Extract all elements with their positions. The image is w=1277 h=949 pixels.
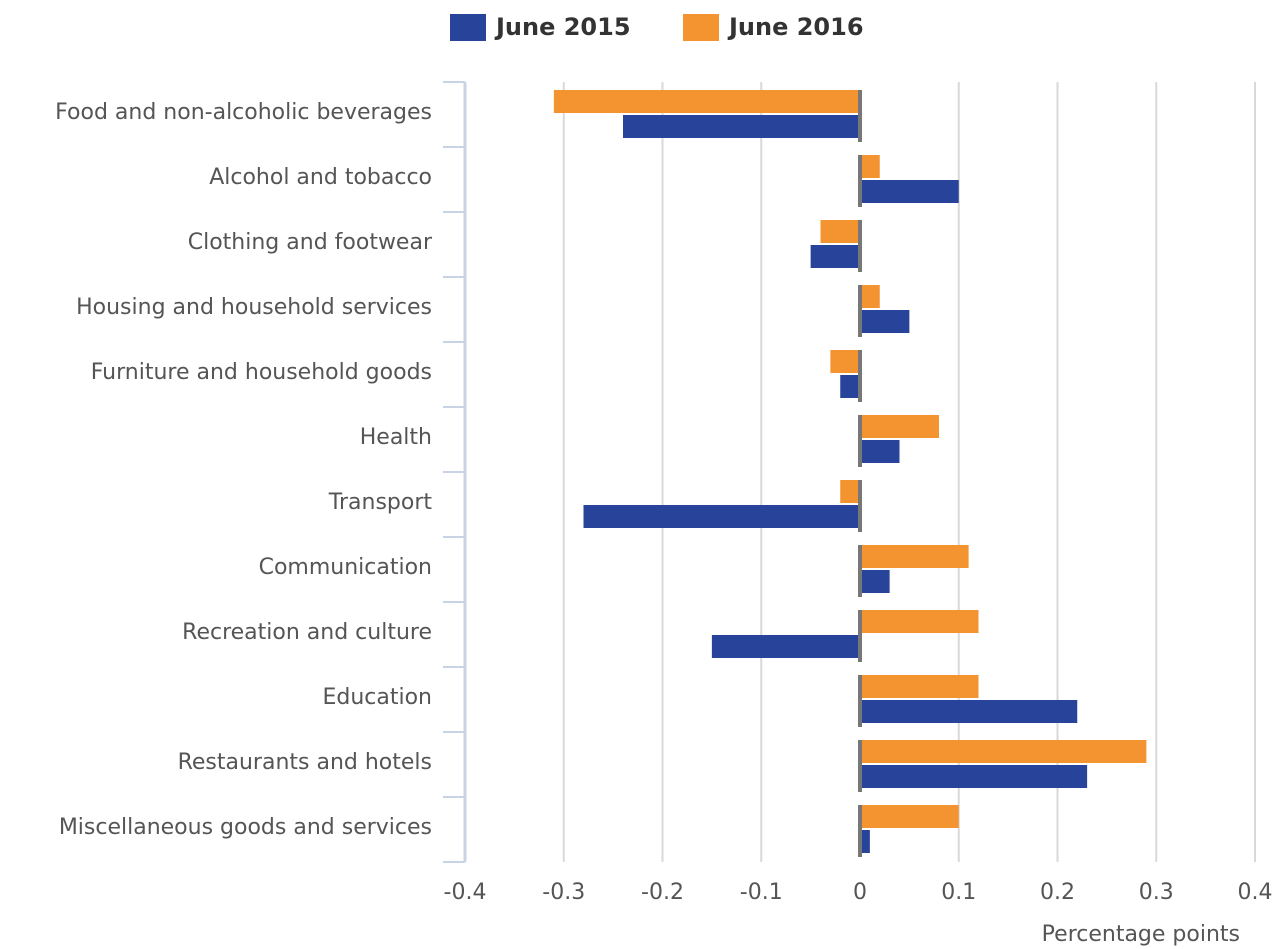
bar	[830, 350, 860, 373]
bar	[860, 440, 900, 463]
x-tick-label: 0	[853, 880, 867, 905]
bar	[860, 155, 880, 178]
legend-swatch	[450, 14, 486, 41]
category-label: Communication	[258, 555, 432, 580]
bar	[860, 610, 979, 633]
category-label: Education	[322, 685, 432, 710]
category-label: Alcohol and tobacco	[209, 165, 432, 190]
category-label: Furniture and household goods	[90, 360, 432, 385]
bar	[860, 545, 969, 568]
bar	[840, 375, 860, 398]
category-label: Housing and household services	[76, 295, 432, 320]
x-axis-title: Percentage points	[1042, 922, 1240, 947]
legend-label: June 2015	[494, 13, 631, 41]
bar	[711, 635, 860, 658]
bar	[860, 310, 910, 333]
x-tick-label: -0.1	[740, 880, 783, 905]
x-tick-label: 0.3	[1139, 880, 1174, 905]
category-label: Recreation and culture	[182, 620, 432, 645]
category-label: Food and non-alcoholic beverages	[55, 100, 432, 125]
bar	[860, 765, 1088, 788]
bar	[860, 700, 1078, 723]
x-tick-label: 0.4	[1238, 880, 1273, 905]
x-tick-label: 0.1	[941, 880, 976, 905]
bar	[810, 245, 860, 268]
bar	[860, 830, 870, 853]
bar	[860, 570, 890, 593]
bar	[860, 675, 979, 698]
bar	[860, 285, 880, 308]
bar	[860, 805, 959, 828]
legend-label: June 2016	[727, 13, 864, 41]
bar	[860, 180, 959, 203]
x-tick-label: -0.4	[444, 880, 487, 905]
x-tick-label: 0.2	[1040, 880, 1075, 905]
bar	[840, 480, 860, 503]
x-tick-label: -0.3	[542, 880, 585, 905]
bar	[820, 220, 860, 243]
bar	[860, 415, 939, 438]
category-label: Clothing and footwear	[187, 230, 432, 255]
bar	[583, 505, 860, 528]
category-label: Miscellaneous goods and services	[58, 815, 432, 840]
category-label: Restaurants and hotels	[177, 750, 432, 775]
bar	[623, 115, 860, 138]
bar	[860, 740, 1147, 763]
x-tick-label: -0.2	[641, 880, 684, 905]
category-label: Transport	[328, 490, 432, 515]
category-label: Health	[359, 425, 432, 450]
bar	[553, 90, 860, 113]
legend-swatch	[683, 14, 719, 41]
